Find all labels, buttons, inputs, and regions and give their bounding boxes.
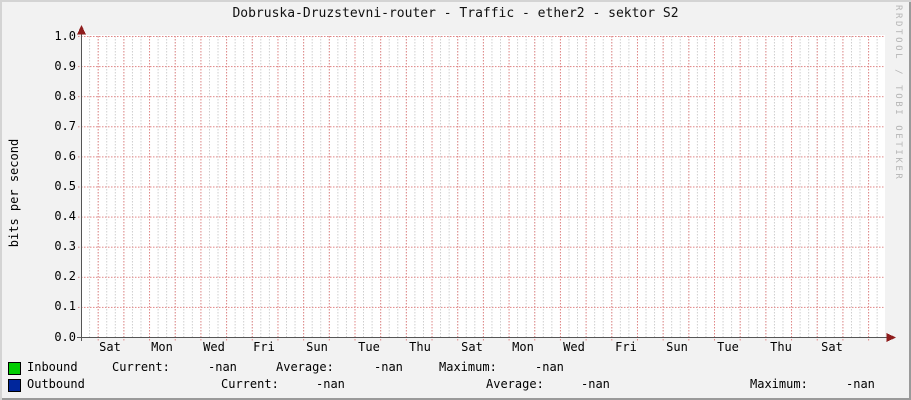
y-tick-label: 0.1 [54,299,76,314]
y-tick-label: 0.0 [54,329,76,344]
x-tick-label: Sat [461,340,483,354]
outbound-average-value: -nan [581,377,610,391]
y-tick-label: 0.6 [54,148,76,163]
y-axis-arrow-icon [77,25,86,35]
inbound-current-value: -nan [208,360,237,374]
x-tick-label: Sun [666,340,688,354]
x-tick-label: Fri [615,340,637,354]
inbound-average-value: -nan [374,360,403,374]
y-tick-label: 0.3 [54,239,76,254]
legend-inbound-row: Inbound Current: -nan Average: -nan Maxi… [0,361,911,375]
x-tick-label: Thu [770,340,792,354]
grid-major-horizontal [77,36,885,337]
y-tick-label: 0.8 [54,88,76,103]
y-tick-label: 1.0 [54,28,76,43]
y-tick-label: 0.7 [54,118,76,133]
outbound-maximum-value: -nan [846,377,875,391]
x-tick-label: Tue [358,340,380,354]
y-tick-label: 0.4 [54,209,76,224]
y-tick-label: 0.5 [54,179,76,193]
x-tick-label: Thu [409,340,431,354]
x-tick-label: Sun [306,340,328,354]
inbound-maximum-label: Maximum: [439,360,497,374]
rrdtool-watermark: RRDTOOL / TOBI OETIKER [893,5,903,182]
x-tick-label: Wed [563,340,585,354]
x-tick-label: Sat [99,340,121,354]
legend-outbound-row: Outbound Current: -nan Average: -nan Max… [0,378,911,392]
inbound-swatch [8,362,21,375]
inbound-name: Inbound [27,360,78,374]
x-tick-label: Wed [203,340,225,354]
x-tick-label: Sat [821,340,843,354]
inbound-maximum-value: -nan [535,360,564,374]
x-tick-label: Fri [253,340,275,354]
outbound-average-label: Average: [486,377,544,391]
outbound-maximum-label: Maximum: [750,377,808,391]
x-axis-arrow-icon [886,333,896,342]
outbound-swatch [8,379,21,392]
graph-title: Dobruska-Druzstevni-router - Traffic - e… [232,6,679,21]
y-tick-label: 0.2 [54,269,76,284]
x-tick-label: Tue [717,340,739,354]
x-tick-label: Mon [512,340,534,354]
x-tick-label: Mon [151,340,173,354]
outbound-current-value: -nan [316,377,345,391]
inbound-current-label: Current: [112,360,170,374]
outbound-name: Outbound [27,377,85,391]
outbound-current-label: Current: [221,377,279,391]
y-tick-label: 0.9 [54,58,76,73]
inbound-average-label: Average: [276,360,334,374]
